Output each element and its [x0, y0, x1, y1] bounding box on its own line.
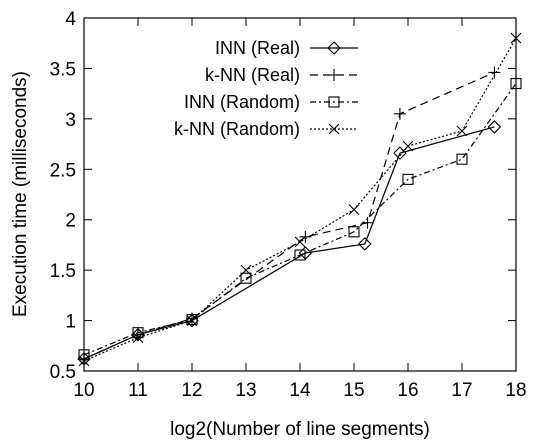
data-point	[186, 314, 198, 326]
x-tick-label: 15	[343, 380, 364, 401]
y-axis-label: Execution time (milliseconds)	[10, 71, 31, 317]
y-tick-label: 3.5	[50, 59, 76, 80]
legend-label: k-NN (Real)	[205, 65, 300, 85]
series-2	[78, 78, 522, 361]
legend-marker	[327, 41, 341, 55]
y-tick-label: 1	[65, 312, 76, 333]
x-axis-label: log2(Number of line segments)	[170, 419, 430, 440]
x-tick-label: 12	[181, 380, 202, 401]
data-point	[294, 236, 306, 248]
series-line	[83, 83, 517, 356]
data-point	[393, 146, 407, 160]
legend-marker	[328, 123, 340, 135]
legend-label: INN (Random)	[184, 92, 300, 112]
y-tick-label: 0.5	[50, 362, 76, 383]
y-tick-label: 2	[65, 211, 76, 232]
legend-marker	[328, 96, 340, 108]
x-tick-label: 13	[235, 380, 256, 401]
data-point	[456, 153, 468, 165]
x-tick-label: 11	[128, 380, 148, 401]
y-tick-label: 3	[65, 110, 76, 131]
data-point	[132, 332, 144, 344]
y-tick-label: 1.5	[50, 261, 76, 282]
data-point	[348, 226, 360, 238]
data-point	[510, 32, 522, 44]
data-point	[402, 173, 414, 185]
data-point	[348, 204, 360, 216]
series-3	[78, 32, 522, 367]
data-point	[240, 272, 252, 284]
data-point	[456, 125, 468, 137]
x-tick-label: 16	[397, 380, 418, 401]
series-layer	[77, 32, 522, 367]
series-line	[83, 37, 517, 362]
data-point	[132, 328, 144, 341]
data-point	[358, 237, 372, 251]
x-tick-label: 18	[505, 380, 526, 401]
data-point	[186, 315, 198, 326]
data-point	[294, 249, 306, 261]
plot-frame	[83, 17, 517, 372]
x-tick-label: 17	[451, 380, 472, 401]
axis-ticks: 10 11 12 13 14 15 16 17 18 0.5 1 1.5 2 2.5 3 3.5 4	[50, 9, 527, 401]
data-point	[78, 349, 90, 361]
data-point	[393, 107, 406, 120]
series-0	[77, 120, 502, 366]
data-point	[78, 355, 90, 367]
series-line	[83, 71, 495, 360]
data-point	[510, 78, 522, 90]
legend-label: INN (Real)	[215, 38, 300, 58]
y-tick-label: 4	[65, 9, 76, 30]
y-tick-label: 2.5	[50, 160, 76, 181]
legend-marker	[328, 69, 340, 81]
data-point	[402, 140, 414, 152]
data-point	[487, 120, 502, 134]
legend: INN (Real) k-NN (Real) INN (Random) k-NN (R…	[174, 38, 358, 139]
x-tick-label: 10	[73, 380, 94, 401]
series-line	[83, 126, 495, 360]
legend-label: k-NN (Random)	[174, 119, 300, 139]
data-point	[240, 264, 252, 276]
x-tick-label: 14	[289, 380, 311, 401]
